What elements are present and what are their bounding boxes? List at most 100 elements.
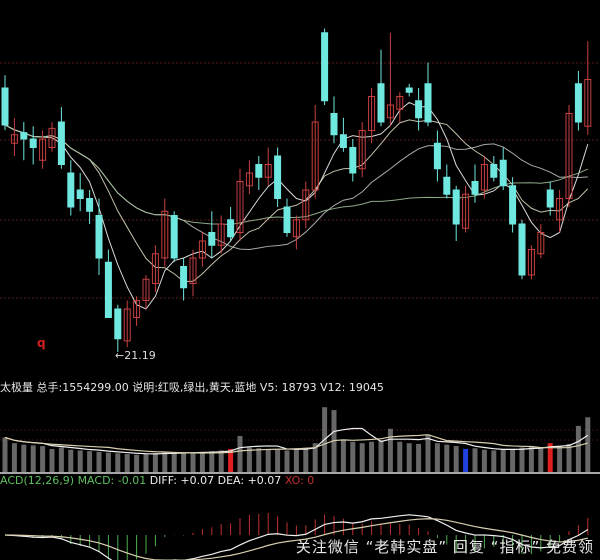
candle-down (180, 266, 188, 289)
candle-down (114, 308, 122, 340)
low-arrow-icon: ← (115, 349, 125, 362)
volume-bar (491, 450, 497, 472)
volume-bar (444, 444, 450, 472)
candle-down (76, 189, 84, 199)
low-price-annotation: ←21.19 (115, 349, 156, 362)
candle-down (255, 164, 263, 178)
candle-down (415, 100, 423, 119)
candle-down (67, 172, 75, 208)
volume-bar (143, 454, 149, 472)
candle-down (274, 155, 282, 199)
macd-value: MACD: -0.01 (77, 474, 147, 487)
candle-down (339, 134, 347, 148)
volume-bar (87, 451, 93, 472)
candle-down (518, 223, 526, 276)
volume-bar (68, 449, 74, 472)
desc-label: 说明: (132, 381, 158, 394)
volume-bar (162, 451, 168, 472)
volume-bar (359, 443, 365, 472)
candle-up (39, 138, 47, 161)
candle-down (377, 83, 385, 123)
volume-bar (585, 417, 591, 472)
volume-bar (500, 449, 506, 472)
candle-up (236, 181, 244, 233)
candle-down (452, 189, 460, 225)
candle-up (396, 96, 404, 110)
volume-bar (406, 443, 412, 472)
volume-bar (105, 452, 111, 472)
volume-bar (246, 447, 252, 472)
volume-bar (575, 425, 581, 472)
candle-down (86, 198, 94, 212)
candle-up (217, 223, 225, 246)
candle-down (227, 219, 235, 238)
candle-down (1, 87, 9, 126)
volume-bar (519, 447, 525, 472)
dea-value: DEA: +0.07 (217, 474, 282, 487)
volume-bar (528, 446, 534, 472)
volume-bar (434, 443, 440, 472)
volume-bar (134, 454, 140, 472)
total-value: 1554299.00 (62, 381, 129, 394)
volume-bar (472, 448, 478, 472)
candle-down (95, 215, 103, 259)
candle-down (20, 132, 28, 140)
watermark-text: 关注微信 “老韩实盘” 回复 “指标” 免费领 (295, 538, 594, 556)
candle-down (208, 232, 216, 246)
volume-bar (115, 453, 121, 472)
volume-bar (21, 444, 27, 472)
volume-bar (265, 448, 271, 472)
v12-value: V12: 19045 (320, 381, 384, 394)
candle-up (151, 253, 159, 284)
candle-down (490, 164, 498, 178)
candle-up (292, 219, 300, 238)
volume-bar (387, 428, 393, 472)
candle-up (142, 278, 150, 301)
volume-bar (378, 440, 384, 472)
candle-up (358, 130, 366, 170)
volume-bar (49, 448, 55, 472)
volume-bar (237, 436, 243, 472)
candle-down (321, 32, 329, 102)
candle-down (546, 189, 554, 208)
volume-bar (181, 453, 187, 472)
volume-bar (284, 450, 290, 472)
low-price-value: 21.19 (124, 349, 156, 362)
volume-legend: 太极量 总手:1554299.00 说明:红吸,绿出,黄天,蓝地 V5: 187… (0, 379, 384, 395)
volume-bar (218, 450, 224, 472)
macd-indicator-name: ACD(12,26,9) (0, 474, 75, 487)
volume-bar (199, 451, 205, 472)
candle-down (349, 147, 357, 174)
candle-down (104, 261, 112, 318)
desc-value: 红吸,绿出,黄天,蓝地 (157, 381, 257, 394)
volume-bar (11, 443, 17, 472)
candle-up (537, 232, 545, 255)
volume-bar (96, 451, 102, 472)
volume-bar (209, 451, 215, 472)
volume-indicator-name: 太极量 (0, 381, 33, 394)
volume-bar (312, 443, 318, 472)
candle-up (527, 249, 535, 276)
volume-ma12-line (4, 434, 588, 454)
candle-up (584, 79, 592, 127)
diff-line (4, 514, 589, 560)
candle-down (574, 83, 582, 123)
diff-value: DIFF: +0.07 (149, 474, 215, 487)
candle-up (10, 134, 18, 144)
volume-bar (453, 446, 459, 472)
candle-up (302, 189, 310, 221)
volume-bar (171, 452, 177, 472)
candle-up (189, 257, 197, 284)
candle-up (311, 121, 319, 191)
candle-up (161, 210, 169, 259)
volume-bar (77, 450, 83, 472)
candle-down (433, 142, 441, 170)
volume-bar (350, 441, 356, 472)
ma10-line (4, 119, 589, 282)
volume-bar (510, 448, 516, 472)
candle-up (264, 164, 272, 178)
candle-up (480, 164, 488, 191)
candle-up (133, 300, 141, 318)
volume-bar (152, 453, 158, 472)
